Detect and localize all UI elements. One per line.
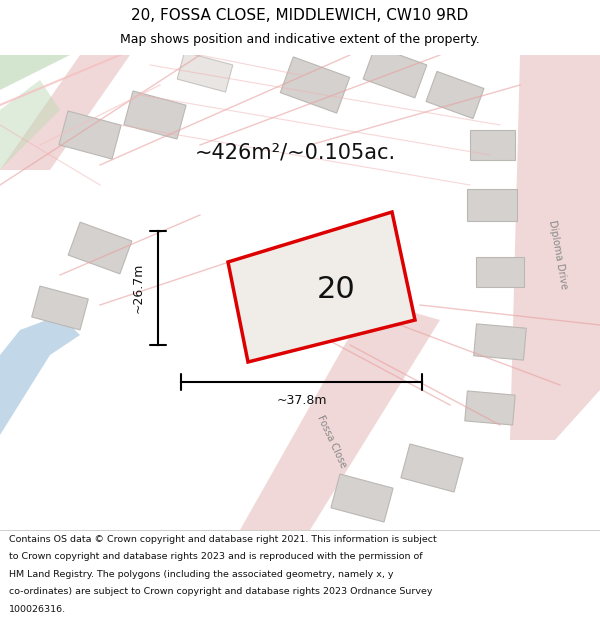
Text: ~37.8m: ~37.8m: [276, 394, 327, 406]
Text: Contains OS data © Crown copyright and database right 2021. This information is : Contains OS data © Crown copyright and d…: [9, 535, 437, 544]
Polygon shape: [470, 130, 515, 160]
Polygon shape: [280, 57, 350, 113]
Text: to Crown copyright and database rights 2023 and is reproduced with the permissio: to Crown copyright and database rights 2…: [9, 552, 422, 561]
Text: Map shows position and indicative extent of the property.: Map shows position and indicative extent…: [120, 33, 480, 46]
Polygon shape: [0, 55, 130, 170]
Text: ~426m²/~0.105ac.: ~426m²/~0.105ac.: [194, 142, 395, 162]
Polygon shape: [177, 52, 233, 92]
Text: Fossa Close: Fossa Close: [316, 414, 349, 470]
Polygon shape: [510, 55, 600, 440]
Polygon shape: [228, 212, 415, 362]
Polygon shape: [32, 286, 88, 330]
Polygon shape: [363, 46, 427, 98]
Text: co-ordinates) are subject to Crown copyright and database rights 2023 Ordnance S: co-ordinates) are subject to Crown copyr…: [9, 588, 433, 596]
Text: 100026316.: 100026316.: [9, 605, 66, 614]
Text: ~26.7m: ~26.7m: [131, 262, 145, 313]
Text: Diploma Drive: Diploma Drive: [547, 219, 569, 291]
Text: HM Land Registry. The polygons (including the associated geometry, namely x, y: HM Land Registry. The polygons (includin…: [9, 570, 394, 579]
Polygon shape: [0, 80, 60, 170]
Text: 20: 20: [316, 274, 355, 304]
Polygon shape: [401, 444, 463, 492]
Polygon shape: [467, 189, 517, 221]
Polygon shape: [240, 300, 440, 530]
Polygon shape: [426, 71, 484, 119]
Polygon shape: [0, 315, 80, 435]
Polygon shape: [474, 324, 526, 360]
Polygon shape: [59, 111, 121, 159]
Polygon shape: [0, 55, 70, 90]
Polygon shape: [124, 91, 186, 139]
Polygon shape: [331, 474, 393, 522]
Polygon shape: [476, 257, 524, 287]
Polygon shape: [465, 391, 515, 425]
Polygon shape: [68, 222, 132, 274]
Text: 20, FOSSA CLOSE, MIDDLEWICH, CW10 9RD: 20, FOSSA CLOSE, MIDDLEWICH, CW10 9RD: [131, 8, 469, 23]
